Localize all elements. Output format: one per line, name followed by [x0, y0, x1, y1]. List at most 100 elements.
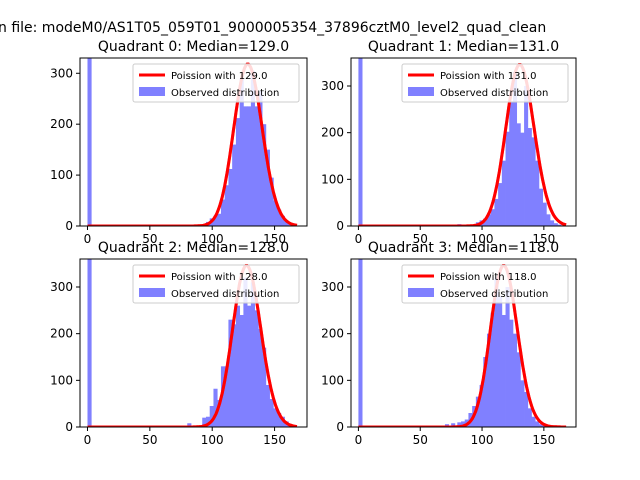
legend-patch-swatch: [408, 288, 434, 297]
y-tick-label: 200: [321, 327, 344, 341]
axes-frame: [350, 258, 577, 428]
histogram-bar: [280, 215, 285, 226]
legend-label-poisson: Poission with 131.0: [440, 71, 536, 82]
panel-title: Quadrant 2: Median=128.0: [98, 240, 289, 256]
histogram-bar: [277, 413, 282, 427]
x-tick-label: 100: [471, 433, 494, 447]
histogram-bar: [527, 408, 532, 427]
y-tick-label: 100: [321, 172, 344, 186]
histogram-bar: [535, 421, 540, 427]
axes-frame: [79, 57, 308, 227]
histogram-bar: [254, 106, 259, 226]
histogram-bar: [490, 312, 495, 427]
poisson-curve: [358, 63, 567, 226]
histogram-bar: [509, 102, 514, 226]
histogram-bar: [461, 421, 466, 427]
legend-patch-swatch: [139, 87, 165, 96]
histogram-bar: [479, 385, 484, 427]
histogram-bar: [262, 124, 267, 226]
histogram-bar: [202, 417, 207, 427]
histogram-bar: [273, 200, 278, 226]
x-tick-label: 50: [142, 232, 157, 246]
histogram-bar: [243, 106, 248, 226]
plot-area: [358, 259, 567, 427]
legend-label-poisson: Poission with 129.0: [171, 71, 267, 82]
legend-label-poisson: Poission with 128.0: [171, 272, 267, 283]
legend: Poission with 128.0 Observed distribution: [132, 264, 300, 304]
histogram-bar: [220, 199, 226, 226]
histogram-bar: [269, 177, 274, 226]
histogram-bar: [87, 259, 92, 427]
subplots-grid: 0 50 100 150 0 100 200 300 Quadrant 0: Median=12…: [50, 39, 577, 447]
y-tick-label: 300: [50, 66, 73, 80]
histogram-bar: [228, 168, 233, 226]
histogram-bar: [451, 423, 456, 427]
y-tick-label: 100: [321, 373, 344, 387]
histogram-bar: [483, 357, 488, 427]
y-tick-label: 200: [50, 117, 73, 131]
x-tick-label: 50: [413, 232, 428, 246]
histogram-bar: [516, 123, 521, 226]
panel-title: Quadrant 3: Median=118.0: [368, 240, 559, 256]
legend-box: [132, 264, 300, 304]
histogram-bar: [550, 220, 555, 226]
panel-title: Quadrant 0: Median=129.0: [98, 39, 289, 55]
y-tick-label: 300: [321, 280, 344, 294]
histogram-bar: [250, 70, 255, 226]
legend-box: [401, 63, 569, 103]
legend-box: [132, 63, 300, 103]
histogram-bar: [494, 277, 499, 427]
x-tick-label: 150: [532, 232, 555, 246]
histogram-bar: [505, 287, 510, 427]
histogram-bar: [217, 399, 222, 427]
histogram-bar: [535, 160, 540, 226]
quadrant-1-panel: 0 50 100 150 0 100 200 300 Quadrant 1: Median=13…: [321, 39, 577, 246]
x-tick-label: 50: [413, 433, 428, 447]
histogram-bar: [224, 185, 229, 226]
histogram-bar: [475, 396, 480, 427]
histogram-bar: [505, 131, 510, 226]
x-tick-label: 0: [355, 232, 363, 246]
histogram-bar: [498, 183, 503, 226]
histogram-bar: [490, 209, 495, 226]
x-tick-label: 150: [263, 433, 286, 447]
legend-label-observed: Observed distribution: [171, 88, 279, 99]
histogram-bar: [273, 408, 278, 427]
histogram-bar: [232, 324, 237, 427]
histogram-bar: [520, 132, 525, 226]
histogram-bar: [358, 58, 363, 226]
plot-area: [87, 58, 298, 226]
axes-frame: [79, 258, 308, 428]
y-tick-label: 100: [50, 168, 73, 182]
poisson-curve: [358, 264, 567, 427]
histogram-bar: [486, 214, 492, 226]
histogram-bar: [265, 385, 270, 427]
histogram-bar: [284, 220, 289, 226]
histogram-bar: [232, 144, 237, 226]
histogram-bar: [498, 296, 503, 427]
histogram-bar: [358, 259, 363, 427]
histogram-bar: [213, 388, 218, 427]
x-tick-label: 150: [532, 433, 555, 447]
x-tick-label: 100: [201, 232, 224, 246]
histogram-bar: [213, 215, 218, 226]
histogram-bar: [538, 424, 543, 427]
histogram-bar: [247, 305, 252, 427]
legend-patch-swatch: [139, 288, 165, 297]
histogram-bar: [269, 399, 274, 427]
histogram-bar: [486, 333, 492, 427]
histogram-bar: [250, 282, 255, 427]
panel-title: Quadrant 1: Median=131.0: [368, 39, 559, 55]
histogram-bar: [546, 214, 551, 226]
poisson-curve: [87, 62, 298, 226]
histogram-bar: [235, 118, 241, 226]
histogram-bar: [239, 78, 244, 226]
histogram-bar: [247, 106, 252, 226]
y-tick-label: 0: [65, 420, 73, 434]
plot-area: [87, 259, 298, 427]
x-tick-label: 0: [84, 232, 92, 246]
histogram-bar: [217, 213, 222, 226]
histogram-bar: [220, 366, 226, 427]
histogram-bar: [524, 392, 529, 427]
y-tick-label: 300: [50, 280, 73, 294]
